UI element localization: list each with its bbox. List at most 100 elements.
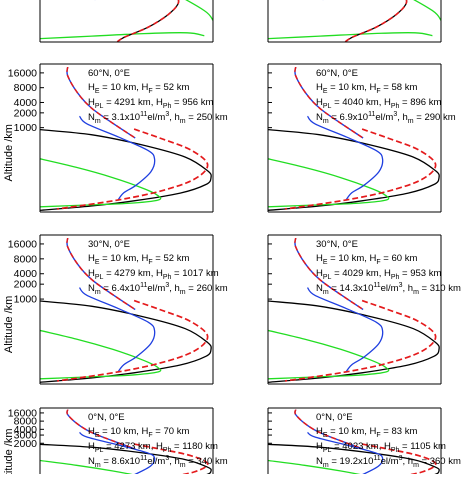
- annotation-part: Ph: [391, 274, 400, 281]
- annotation-part: 11: [140, 111, 147, 118]
- annotation-part: = 4029 km, H: [331, 268, 391, 279]
- annotation-part: F: [376, 88, 380, 95]
- annotation-part: m: [180, 462, 186, 469]
- annotation-part: E: [95, 88, 100, 95]
- annotation-part: H: [88, 97, 95, 108]
- annotation-part: H: [88, 426, 95, 437]
- annotation-part: PL: [323, 274, 332, 281]
- annotation-part: N: [88, 112, 95, 123]
- annotation-part: , h: [169, 283, 180, 294]
- annotation-part: , h: [397, 112, 408, 123]
- annotation-part: Ph: [163, 274, 172, 281]
- annotation-part: F: [376, 432, 380, 439]
- red-dashed-curve: [115, 0, 180, 42]
- annotation-part: el/m: [381, 283, 399, 294]
- y-tick-label: 2000: [14, 279, 38, 291]
- green-curve: [185, 0, 213, 21]
- annotation-part: N: [316, 283, 323, 294]
- panel-annotation: Nm = 14.3x1011el/m3, hm = 310 km: [316, 282, 461, 296]
- annotation-part: = 14.3x10: [329, 283, 374, 294]
- red-dashed-curve: [361, 443, 437, 479]
- annotation-part: = 10 km, H: [100, 253, 149, 264]
- blue-upper-curve: [66, 66, 136, 139]
- annotation-part: m: [413, 289, 419, 296]
- annotation-part: = 290 km: [414, 112, 456, 123]
- annotation-part: , h: [169, 456, 180, 467]
- annotation-part: 11: [373, 282, 380, 289]
- annotation-part: = 4040 km, H: [331, 97, 391, 108]
- annotation-part: m: [323, 462, 329, 469]
- annotation-part: E: [95, 259, 100, 266]
- annotation-part: = 70 km: [153, 426, 190, 437]
- panel-title: 60°N, 0°E: [316, 68, 358, 79]
- panel-title: 60°N, 0°E: [88, 68, 130, 79]
- y-axis-label: Altitude /km: [3, 124, 15, 181]
- annotation-part: N: [316, 112, 323, 123]
- annotation-part: PL: [323, 103, 332, 110]
- annotation-part: H: [316, 441, 323, 452]
- y-tick-label: 3000: [14, 430, 38, 442]
- green-curve-lower: [40, 32, 205, 40]
- green-curve: [40, 158, 162, 208]
- panel-annotation: HE = 10 km, HF = 58 km: [316, 82, 417, 95]
- green-curve: [40, 459, 155, 479]
- red-dashed-curve: [133, 443, 209, 479]
- annotation-part: = 260 km: [186, 283, 228, 294]
- red-upper-curve: [66, 237, 136, 311]
- blue-curve: [306, 287, 384, 373]
- y-tick-label: 16000: [8, 238, 37, 250]
- annotation-part: = 4273 km, H: [103, 441, 163, 452]
- annotation-part: = 10 km, H: [328, 82, 377, 93]
- annotation-part: F: [376, 259, 380, 266]
- annotation-part: 3: [393, 111, 397, 118]
- panel-curves: [40, 66, 212, 211]
- panel-curves: [40, 0, 213, 42]
- y-tick-label: 8000: [14, 253, 38, 265]
- annotation-part: = 52 km: [153, 253, 190, 264]
- red-upper-curve: [294, 409, 364, 450]
- annotation-part: E: [323, 259, 328, 266]
- annotation-part: H: [316, 253, 323, 264]
- annotation-part: = 3.1x10: [101, 112, 140, 123]
- annotation-part: Ph: [163, 103, 172, 110]
- green-curve: [268, 158, 390, 208]
- annotation-part: = 10 km, H: [328, 253, 377, 264]
- annotation-part: N: [88, 456, 95, 467]
- annotation-part: m: [413, 462, 419, 469]
- blue-curve: [78, 115, 156, 201]
- annotation-part: = 956 km: [171, 97, 213, 108]
- annotation-part: 3: [165, 282, 169, 289]
- y-axis-label: Altitude /km: [3, 296, 15, 353]
- annotation-part: 3: [399, 455, 403, 462]
- annotation-part: = 896 km: [399, 97, 441, 108]
- black-curve: [116, 0, 180, 42]
- annotation-part: F: [148, 259, 152, 266]
- y-axis-label: Altitude /km: [3, 428, 15, 474]
- green-curve-lower: [268, 32, 433, 40]
- panel-annotation: HPL = 4040 km, HPh = 896 km: [316, 97, 441, 110]
- annotation-part: = 310 km: [419, 283, 461, 294]
- annotation-part: H: [316, 426, 323, 437]
- annotation-part: E: [323, 432, 328, 439]
- annotation-part: N: [88, 283, 95, 294]
- panel-annotation: HE = 10 km, HF = 60 km: [316, 253, 417, 266]
- annotation-part: = 58 km: [381, 82, 418, 93]
- annotation-part: m: [95, 289, 101, 296]
- panel-0-0: [39, 0, 214, 43]
- red-dashed-curve: [56, 128, 209, 210]
- annotation-part: el/m: [147, 456, 165, 467]
- annotation-part: m: [95, 118, 101, 125]
- panel-annotation: HE = 10 km, HF = 52 km: [88, 253, 189, 266]
- annotation-part: , h: [403, 456, 414, 467]
- annotation-part: F: [148, 432, 152, 439]
- annotation-part: , h: [169, 112, 180, 123]
- annotation-part: H: [88, 82, 95, 93]
- annotation-part: E: [323, 88, 328, 95]
- annotation-part: m: [180, 289, 186, 296]
- panel-annotation: HPL = 4029 km, HPh = 953 km: [316, 268, 441, 281]
